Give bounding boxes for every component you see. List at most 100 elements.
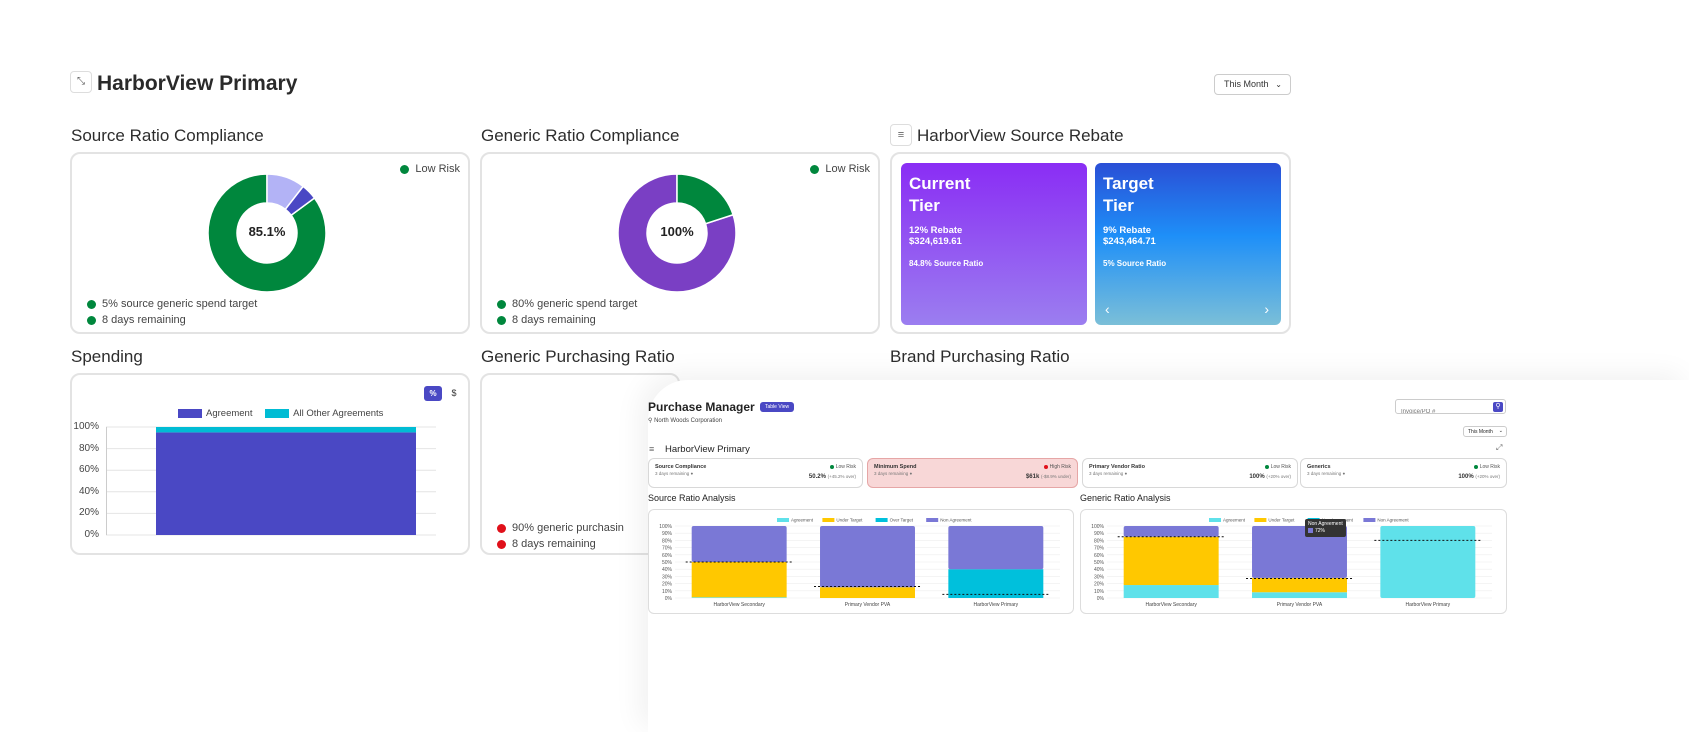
spending-card: % $ Agreement All Other Agreements 100% 8… bbox=[70, 373, 470, 555]
pm-badge[interactable]: Table View bbox=[760, 402, 795, 412]
chevron-left-icon[interactable]: ‹ bbox=[1105, 301, 1110, 317]
stacked-bar-segment[interactable] bbox=[1380, 526, 1476, 598]
donut-slice[interactable] bbox=[617, 173, 737, 293]
pm-search-input[interactable] bbox=[1396, 405, 1486, 419]
legend-other: All Other Agreements bbox=[293, 408, 384, 419]
spending-bar-agreement[interactable] bbox=[156, 432, 416, 535]
y-tick-label: 10% bbox=[662, 589, 673, 595]
stacked-bar-segment[interactable] bbox=[948, 569, 1044, 598]
purchase-manager-panel: Purchase Manager Table View ⚲ North Wood… bbox=[648, 380, 1689, 732]
rebate-card: Current Tier 12% Rebate $324,619.61 84.8… bbox=[890, 152, 1291, 334]
stacked-bar-segment[interactable] bbox=[948, 526, 1044, 570]
generic-donut bbox=[617, 173, 737, 293]
info-icon: ● bbox=[690, 471, 694, 476]
stacked-bar-segment[interactable] bbox=[1123, 585, 1219, 598]
spending-chart bbox=[106, 426, 436, 536]
generic-purchasing-card: 90% generic purchasin 8 days remaining bbox=[480, 373, 680, 555]
chevron-right-icon[interactable]: › bbox=[1264, 301, 1269, 317]
pm-section-title: HarborView Primary bbox=[665, 444, 750, 455]
legend-label: Under Target bbox=[1268, 518, 1295, 523]
donut-slice[interactable] bbox=[676, 173, 735, 225]
metric-label: Minimum Spend bbox=[874, 464, 917, 470]
pm-search[interactable]: ⚲ bbox=[1395, 399, 1506, 419]
legend-label: Non Agreement bbox=[940, 518, 972, 523]
pm-metric-card[interactable]: Minimum Spend 3 days remaining ● High Ri… bbox=[867, 458, 1078, 488]
y-tick-label: 70% bbox=[1094, 546, 1105, 552]
pm-title: Purchase Manager bbox=[648, 400, 755, 414]
stacked-bar-segment[interactable] bbox=[1252, 592, 1347, 598]
legend-agreement: Agreement bbox=[206, 408, 253, 419]
location-pin-icon: ⚲ bbox=[648, 418, 653, 424]
y-tick-label: 70% bbox=[662, 546, 673, 552]
y-tick-label: 0% bbox=[1097, 596, 1105, 602]
y-tick-label: 100% bbox=[1091, 524, 1104, 530]
stacked-bar-segment[interactable] bbox=[820, 587, 915, 598]
y-tick-label: 50% bbox=[1094, 560, 1105, 566]
y-tick-label: 60% bbox=[662, 553, 673, 559]
stacked-bar-segment[interactable] bbox=[1123, 536, 1219, 586]
collapse-button[interactable]: ⤡ bbox=[70, 71, 92, 93]
y-tick-label: 30% bbox=[1094, 574, 1105, 580]
donut-slice[interactable] bbox=[207, 173, 327, 293]
search-icon[interactable]: ⚲ bbox=[1493, 402, 1503, 412]
source-donut-center: 85.1% bbox=[248, 224, 286, 239]
y-tick-label: 90% bbox=[1094, 531, 1105, 537]
stacked-bar-segment[interactable] bbox=[691, 562, 787, 598]
y-tick-label: 40% bbox=[662, 567, 673, 573]
stacked-bar-segment[interactable] bbox=[820, 526, 915, 588]
spending-title: Spending bbox=[71, 347, 143, 366]
donut-slice[interactable] bbox=[284, 185, 316, 217]
expand-icon[interactable]: ⤢ bbox=[1496, 443, 1503, 452]
stacked-bar-segment[interactable] bbox=[691, 597, 787, 598]
generic-ratio-title: Generic Ratio Compliance bbox=[481, 126, 680, 145]
metric-risk: Low Risk bbox=[829, 464, 856, 470]
metric-value: 100% (+20% over) bbox=[1249, 474, 1291, 480]
pm-metric-card[interactable]: Source Compliance 3 days remaining ● Low… bbox=[648, 458, 863, 488]
stacked-bar-segment[interactable] bbox=[1123, 526, 1219, 537]
info-icon: ● bbox=[909, 471, 913, 476]
metric-risk: High Risk bbox=[1043, 464, 1071, 470]
risk-badge: Low Risk bbox=[400, 163, 460, 175]
legend-label: Over Target bbox=[890, 518, 914, 523]
info-icon: ● bbox=[1124, 471, 1128, 476]
menu-icon: ≡ bbox=[897, 129, 905, 141]
toggle-dollar-button[interactable]: $ bbox=[451, 388, 457, 398]
metric-value: $61k (-$8.9% under) bbox=[1025, 474, 1071, 480]
pm-period-select[interactable]: This Month ⌄ bbox=[1463, 426, 1507, 437]
generic-purchasing-note-target: 90% generic purchasin bbox=[497, 520, 624, 536]
y-tick-label: 20% bbox=[78, 507, 99, 519]
metric-sub: 3 days remaining ● bbox=[1089, 471, 1128, 476]
pm-metric-card[interactable]: Generics 3 days remaining ● Low Risk 100… bbox=[1300, 458, 1507, 488]
stacked-bar-segment[interactable] bbox=[691, 526, 787, 562]
pm-org: ⚲ North Woods Corporation bbox=[648, 418, 722, 424]
metric-sub: 3 days remaining ● bbox=[655, 471, 694, 476]
legend-swatch bbox=[1363, 518, 1376, 522]
source-analysis-card: 100% 90% 80% 70% 60% 50% 40% 30% 20% 10% 0% Agreeme… bbox=[648, 509, 1074, 614]
legend-swatch bbox=[875, 518, 888, 522]
legend-label: Under Target bbox=[836, 518, 863, 523]
legend-swatch bbox=[822, 518, 835, 522]
metric-risk: Low Risk bbox=[1264, 464, 1291, 470]
collapse-icon: ⤡ bbox=[77, 76, 85, 87]
y-tick-label: 0% bbox=[84, 529, 99, 540]
metric-sub: 3 days remaining ● bbox=[1307, 471, 1346, 476]
spending-bar-all-other-agreements[interactable] bbox=[156, 427, 416, 433]
page-title: HarborView Primary bbox=[97, 72, 298, 95]
source-analysis-chart: 100%90%80% 70%60%50%40%30% 20%10%0% Agreeme… bbox=[659, 518, 1060, 608]
source-ratio-card: Low Risk 85.1% 5% source generic spend t… bbox=[70, 152, 470, 334]
x-tick-label: Primary Vendor PVA bbox=[845, 602, 891, 608]
pm-metric-card[interactable]: Primary Vendor Ratio 3 days remaining ● … bbox=[1082, 458, 1298, 488]
source-donut bbox=[207, 173, 327, 293]
x-tick-label: Primary Vendor PVA bbox=[1277, 602, 1323, 608]
stacked-bar-segment[interactable] bbox=[1252, 577, 1347, 593]
rebate-menu-button[interactable]: ≡ bbox=[890, 124, 912, 146]
brand-purchasing-title: Brand Purchasing Ratio bbox=[890, 347, 1070, 366]
toggle-percent-button[interactable]: % bbox=[424, 386, 442, 401]
period-select[interactable]: This Month ⌄ bbox=[1214, 74, 1291, 95]
pm-menu-icon[interactable]: ≡ bbox=[649, 444, 655, 454]
stacked-bar-segment[interactable] bbox=[1252, 526, 1347, 578]
legend-label: Agreement bbox=[791, 518, 814, 523]
y-tick-label: 10% bbox=[1094, 589, 1105, 595]
y-tick-label: 20% bbox=[1094, 582, 1105, 588]
legend-label: Non Agreement bbox=[1377, 518, 1409, 523]
